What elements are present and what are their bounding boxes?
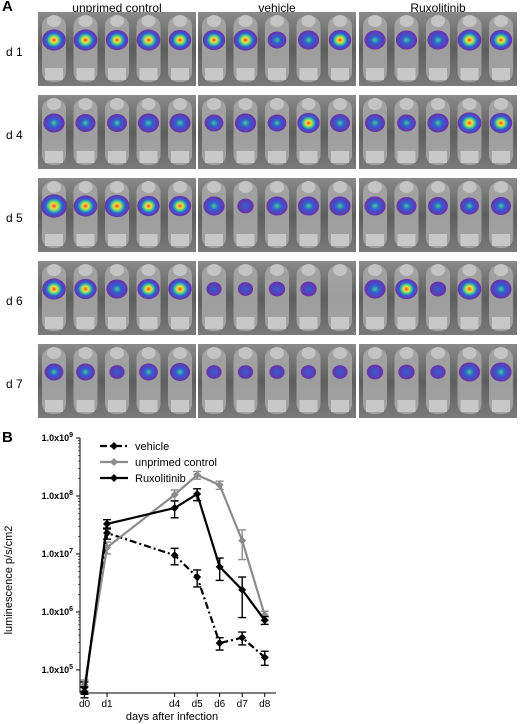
legend-marker-unprimed-control [110,458,118,466]
data-point-unprimed-control [170,490,179,499]
x-tick-label: d4 [169,699,181,710]
data-point-ruxolitinib [238,585,247,594]
image-vehicle-d6 [198,261,356,335]
x-tick-label: d7 [237,699,249,710]
image-vehicle-d5 [198,178,356,252]
data-point-ruxolitinib [215,562,224,571]
panel-b-letter: B [2,429,13,446]
data-point-unprimed-control [215,480,224,489]
column-label-ruxolitinib: Ruxolitinib [410,1,466,15]
legend-marker-vehicle [110,442,118,450]
image-vehicle-d7 [198,344,356,418]
data-point-ruxolitinib [80,687,89,696]
image-vehicle-d4 [198,95,356,169]
data-point-vehicle [170,551,179,560]
data-point-vehicle [215,639,224,648]
x-tick-label: d0 [79,699,91,710]
image-ruxolitinib-d6 [359,261,517,335]
data-point-vehicle [193,573,202,582]
image-unprimed-control-d7 [38,344,196,418]
panel-a-letter: A [2,0,13,15]
y-tick-label: 1.0x108 [42,490,74,501]
image-ruxolitinib-d4 [359,95,517,169]
legend-marker-ruxolitinib [110,474,118,482]
data-point-unprimed-control [193,471,202,480]
image-unprimed-control-d4 [38,95,196,169]
column-label-unprimed-control: unprimed control [72,1,162,15]
y-tick-label: 1.0x107 [42,548,74,559]
luminescence-line-chart: 1.0x105 1.0x106 1.0x107 1.0x108 1.0x109 d0 d1 d… [3,432,276,723]
image-unprimed-control-d6 [38,261,196,335]
x-tick-label: d8 [259,699,271,710]
row-label-d1: d 1 [6,45,23,59]
x-axis-label: days after infection [126,711,218,723]
data-point-ruxolitinib [193,490,202,499]
data-point-ruxolitinib [170,504,179,513]
y-axis-label: luminescence p/s/cm2 [3,526,15,635]
y-tick-label: 1.0x106 [42,606,74,617]
legend-label-unprimed-control: unprimed control [135,457,217,469]
data-point-unprimed-control [103,543,112,552]
row-label-d5: d 5 [6,211,23,225]
legend-label-vehicle: vehicle [135,441,169,453]
data-point-unprimed-control [238,536,247,545]
data-point-ruxolitinib [103,519,112,528]
row-label-d6: d 6 [6,294,23,308]
y-tick-label: 1.0x105 [42,664,74,675]
x-tick-label: d6 [214,699,226,710]
image-unprimed-control-d1 [38,12,196,86]
column-label-vehicle: vehicle [258,1,296,15]
x-tick-label: d1 [101,699,113,710]
image-ruxolitinib-d1 [359,12,517,86]
data-point-vehicle [260,653,269,662]
image-ruxolitinib-d5 [359,178,517,252]
image-ruxolitinib-d7 [359,344,517,418]
x-tick-label: d5 [192,699,204,710]
data-point-ruxolitinib [260,616,269,625]
image-unprimed-control-d5 [38,178,196,252]
series-line-ruxolitinib [83,492,266,692]
legend-label-ruxolitinib: Ruxolitinib [135,473,186,485]
row-label-d7: d 7 [6,377,23,391]
row-label-d4: d 4 [6,128,23,142]
y-tick-label: 1.0x109 [42,432,74,443]
image-vehicle-d1 [198,12,356,86]
data-point-vehicle [238,633,247,642]
